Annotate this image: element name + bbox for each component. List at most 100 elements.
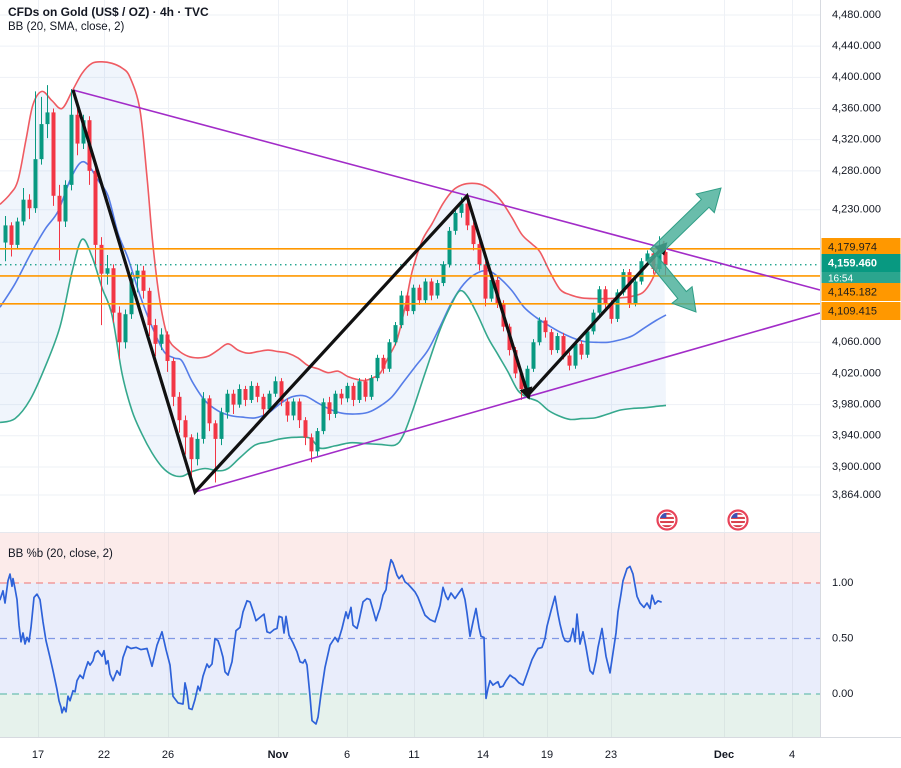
- candle-body: [129, 278, 134, 315]
- time-axis[interactable]: [0, 737, 901, 768]
- candle-body: [339, 393, 344, 399]
- candle-body: [171, 360, 176, 397]
- candle-body: [543, 320, 548, 333]
- flag-stripe: [730, 521, 746, 524]
- breakout-up-arrow[interactable]: [649, 187, 722, 258]
- price-axis-label: 4,440.000: [832, 40, 881, 52]
- price-axis-label: 3,864.000: [832, 489, 881, 501]
- symbol-title[interactable]: CFDs on Gold (US$ / OZ) · 4h · TVC: [8, 5, 209, 19]
- candle-body: [375, 357, 380, 379]
- candle-body: [249, 385, 254, 400]
- price-axis[interactable]: [820, 0, 901, 768]
- candle-body: [315, 431, 320, 452]
- bb-fill: [0, 61, 666, 477]
- oversold-zone: [0, 694, 822, 737]
- candle-body: [609, 303, 614, 319]
- price-axis-label: 4,480.000: [832, 9, 881, 21]
- candle-body: [279, 381, 284, 402]
- candle-body: [81, 120, 86, 144]
- tag-text: 4,145.182: [828, 286, 877, 298]
- symbol-legend[interactable]: CFDs on Gold (US$ / OZ) · 4h · TVC BB (2…: [8, 4, 209, 36]
- candle-body: [51, 112, 56, 196]
- candle-body: [231, 393, 236, 405]
- flag-stripe: [730, 516, 746, 519]
- candle-body: [45, 112, 50, 125]
- candle-body: [213, 423, 218, 439]
- bb-upper-band: [0, 60, 665, 382]
- candle-body: [27, 199, 32, 209]
- us-flag-event-icon[interactable]: [727, 509, 749, 531]
- candle-body: [33, 159, 38, 209]
- upper-triangle-line[interactable]: [72, 89, 821, 291]
- candle-body: [291, 401, 296, 416]
- lower-triangle-line[interactable]: [194, 312, 821, 493]
- flag-stripe: [730, 523, 746, 526]
- overbought-zone: [0, 532, 822, 583]
- candle-body: [393, 325, 398, 343]
- price-axis-label: 4,060.000: [832, 336, 881, 348]
- candle-body: [39, 124, 44, 160]
- flag-stripe: [659, 518, 675, 522]
- price-axis-label: 4,020.000: [832, 367, 881, 379]
- candle-body: [441, 264, 446, 284]
- candle-body: [207, 398, 212, 424]
- candle-body: [9, 225, 14, 245]
- candle-body: [561, 336, 566, 356]
- candle-body: [285, 401, 290, 416]
- candle-body: [303, 420, 308, 438]
- level-price-tag: 4,145.182: [821, 283, 901, 301]
- candle-body: [483, 264, 488, 299]
- candle-body: [603, 289, 608, 304]
- bbpctb-indicator-label[interactable]: BB %b (20, close, 2): [8, 548, 113, 560]
- candle-body: [537, 320, 542, 343]
- flag-stripes: [659, 512, 675, 528]
- candle-body: [321, 402, 326, 432]
- price-axis-label: 4,360.000: [832, 102, 881, 114]
- bbpctb-indicator-legend[interactable]: BB %b (20, close, 2): [8, 547, 113, 563]
- candle-body: [309, 437, 314, 452]
- candle-body: [513, 350, 518, 374]
- candle-body: [141, 270, 146, 291]
- candle-body: [153, 325, 158, 344]
- candle-body: [387, 342, 392, 369]
- bb-indicator-label[interactable]: BB (20, SMA, close, 2): [8, 21, 125, 34]
- candle-body: [297, 401, 302, 421]
- candle-body: [381, 357, 386, 369]
- candle-body: [351, 385, 356, 400]
- candle-body: [429, 281, 434, 296]
- candle-body: [273, 381, 278, 394]
- candle-body: [165, 334, 170, 361]
- candle-body: [489, 279, 494, 299]
- candle-body: [567, 355, 572, 366]
- candle-body: [435, 283, 440, 296]
- us-flag-event-icon[interactable]: [656, 509, 678, 531]
- candle-body: [549, 332, 554, 351]
- candle-body: [447, 230, 452, 265]
- zigzag-arrowhead: [519, 386, 533, 400]
- flag-stripe: [659, 512, 675, 515]
- candle-body: [147, 290, 152, 326]
- candle-body: [243, 389, 248, 400]
- candle-body: [411, 287, 416, 312]
- candle-body: [573, 343, 578, 366]
- breakdown-down-arrow[interactable]: [645, 252, 697, 313]
- price-axis-label: 3,900.000: [832, 461, 881, 473]
- time-axis-label: Dec: [714, 749, 734, 761]
- candle-body: [453, 212, 458, 231]
- candle-body: [531, 342, 536, 369]
- flag-stripe: [659, 523, 675, 526]
- candle-body: [633, 281, 638, 304]
- candle-body: [3, 225, 8, 243]
- flag-canton: [659, 512, 667, 518]
- time-axis-label: 17: [32, 749, 44, 761]
- candle-body: [201, 398, 206, 439]
- zigzag-trend-arrows[interactable]: [71, 89, 666, 496]
- candle-body: [57, 195, 62, 222]
- time-axis-label: Nov: [268, 749, 290, 761]
- tag-bg: [821, 238, 901, 256]
- level-price-tag: 4,179.974: [821, 238, 901, 256]
- tag-bg: [821, 302, 901, 320]
- price-axis-label: 4,280.000: [832, 165, 881, 177]
